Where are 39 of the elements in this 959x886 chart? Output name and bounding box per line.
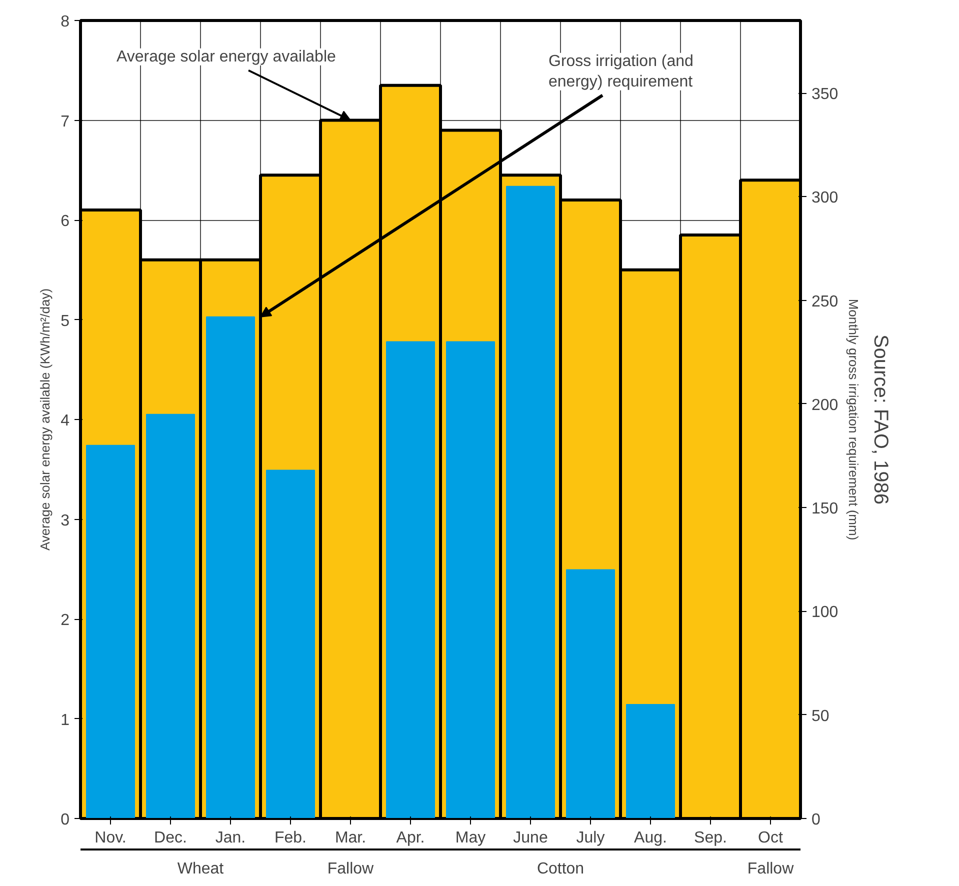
source-note: Source: FAO, 1986 bbox=[870, 334, 892, 505]
y-tick-label: 7 bbox=[60, 113, 70, 130]
x-tick-label: Dec. bbox=[154, 830, 187, 846]
x-tick-label: Apr. bbox=[396, 830, 425, 846]
text: Average solar energy available bbox=[116, 48, 336, 66]
y-axis-title: Average solar energy available (KWh/m²/day) bbox=[38, 288, 53, 551]
x-tick-label: May bbox=[455, 830, 486, 846]
y2-tick-label: 50 bbox=[812, 708, 830, 725]
y2-tick-label: 150 bbox=[812, 500, 838, 518]
y-tick-label: 5 bbox=[60, 312, 70, 330]
x-tick-label: Mar. bbox=[334, 830, 366, 846]
bar bbox=[626, 704, 675, 818]
x-tick-label: July bbox=[576, 830, 605, 846]
x-tick-label: Sep. bbox=[694, 830, 727, 846]
y-tick-label: 8 bbox=[60, 14, 70, 30]
y-tick-label: 2 bbox=[60, 612, 70, 629]
x-tick-label: June bbox=[513, 830, 548, 846]
y-tick-label: 3 bbox=[60, 512, 70, 530]
y-tick-label: 4 bbox=[60, 412, 70, 430]
y2-axis-title: Monthly gross irrigation requirement (mm) bbox=[846, 298, 862, 540]
text: Gross irrigation (and energy) requirement bbox=[548, 52, 694, 90]
y-tick-label: 6 bbox=[60, 213, 70, 230]
y-tick-label: 1 bbox=[60, 712, 70, 729]
y2-tick-label: 100 bbox=[812, 604, 838, 622]
y2-tick-label: 200 bbox=[812, 396, 838, 414]
text: Fallow bbox=[747, 860, 794, 878]
y2-tick-label: 300 bbox=[812, 190, 838, 207]
y2-tick-label: 250 bbox=[812, 293, 838, 310]
text: Fallow bbox=[327, 860, 374, 878]
text: Wheat bbox=[177, 860, 224, 878]
x-tick-label: Feb. bbox=[274, 830, 307, 846]
x-tick-label: Jan. bbox=[215, 830, 246, 846]
x-tick-label: Aug. bbox=[634, 830, 667, 846]
text: Cotton bbox=[536, 860, 584, 878]
y2-tick-label: 0 bbox=[812, 812, 820, 828]
x-tick-label: Nov. bbox=[94, 830, 126, 846]
y2-tick-label: 350 bbox=[812, 86, 838, 104]
x-tick-label: Oct bbox=[758, 830, 784, 846]
y-tick-label: 0 bbox=[60, 812, 70, 828]
